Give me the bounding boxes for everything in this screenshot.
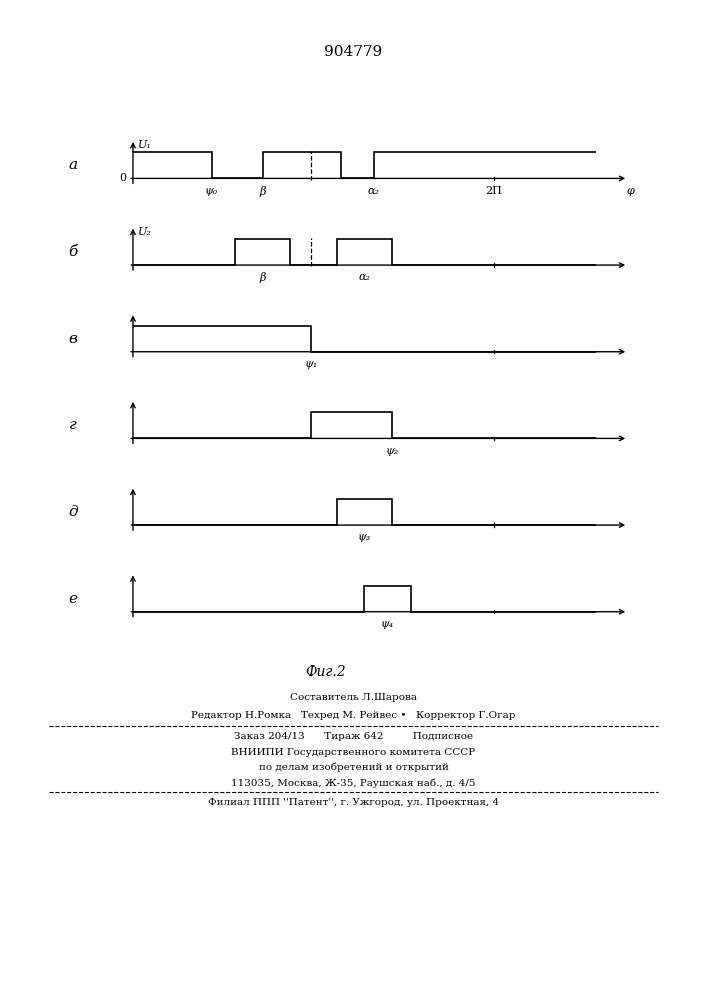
Text: е: е — [69, 592, 77, 606]
Text: 0: 0 — [119, 173, 126, 183]
Text: ВНИИПИ Государственного комитета СССР: ВНИИПИ Государственного комитета СССР — [231, 748, 476, 757]
Text: β: β — [259, 186, 266, 197]
Text: ψ₀: ψ₀ — [205, 186, 218, 196]
Text: β: β — [259, 272, 266, 283]
Text: ψ₁: ψ₁ — [305, 359, 317, 369]
Text: ψ₄: ψ₄ — [381, 619, 394, 629]
Text: Филиал ППП ''Патент'', г. Ужгород, ул. Проектная, 4: Филиал ППП ''Патент'', г. Ужгород, ул. П… — [208, 798, 499, 807]
Text: Редактор Н.Ромка   Техред М. Рейвес •   Корректор Г.Огар: Редактор Н.Ромка Техред М. Рейвес • Корр… — [192, 711, 515, 720]
Text: 2Π: 2Π — [486, 186, 503, 196]
Text: б: б — [68, 245, 78, 259]
Text: α₂: α₂ — [368, 186, 380, 196]
Text: в: в — [69, 332, 77, 346]
Text: Фиг.2: Фиг.2 — [305, 665, 346, 679]
Text: ψ₃: ψ₃ — [358, 532, 371, 542]
Text: д: д — [68, 505, 78, 519]
Text: 113035, Москва, Ж-35, Раушская наб., д. 4/5: 113035, Москва, Ж-35, Раушская наб., д. … — [231, 778, 476, 788]
Text: а: а — [69, 158, 77, 172]
Text: Составитель Л.Шарова: Составитель Л.Шарова — [290, 693, 417, 702]
Text: 904779: 904779 — [325, 45, 382, 59]
Text: г: г — [69, 418, 76, 432]
Text: ψ₂: ψ₂ — [385, 446, 399, 456]
Text: U₁: U₁ — [138, 140, 151, 150]
Text: U₂: U₂ — [138, 227, 151, 237]
Text: Заказ 204/13      Тираж 642         Подписное: Заказ 204/13 Тираж 642 Подписное — [234, 732, 473, 741]
Text: α₂: α₂ — [358, 272, 370, 282]
Text: по делам изобретений и открытий: по делам изобретений и открытий — [259, 763, 448, 772]
Text: φ: φ — [626, 186, 634, 196]
